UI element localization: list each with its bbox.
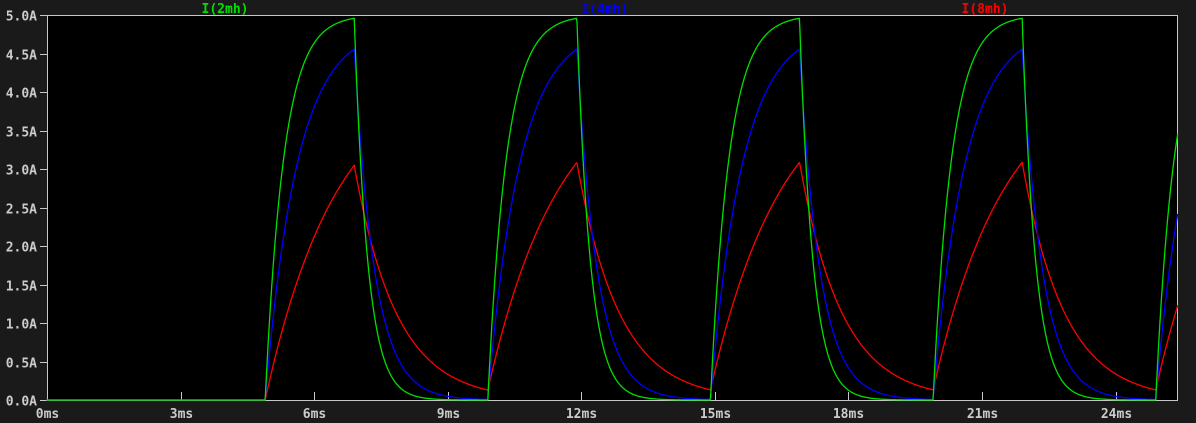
y-tick-label: 3.5A (6, 126, 37, 141)
x-tick-label: 3ms (170, 407, 193, 422)
waveform-traces[interactable] (46, 17, 1179, 401)
x-tick-label: 15ms (700, 407, 731, 422)
y-tick-label: 0.0A (6, 395, 37, 410)
y-tick-label: 2.0A (6, 241, 37, 256)
y-tick-label: 0.5A (6, 357, 37, 372)
trace-i2mh[interactable] (46, 17, 1179, 401)
x-tick-label: 21ms (967, 407, 998, 422)
x-tick-label: 24ms (1101, 407, 1132, 422)
plot-inner-background (47, 15, 1178, 400)
x-tick-label: 12ms (566, 407, 597, 422)
x-tick-label: 9ms (437, 407, 460, 422)
y-axis: 0.0A 0.5A 1.0A 1.5A 2.0A 2.5A 3.0A 3.5A 4.0A 4.5A… (6, 10, 47, 410)
x-tick-label: 0ms (36, 407, 59, 422)
y-tick-label: 4.5A (6, 49, 37, 64)
y-tick-label: 1.5A (6, 280, 37, 295)
x-tick-label: 6ms (303, 407, 326, 422)
legend-label-1[interactable]: I(4mh) (582, 2, 629, 17)
y-tick-label: 2.5A (6, 203, 37, 218)
y-tick-label: 3.0A (6, 164, 37, 179)
legend[interactable]: I(2mh) I(4mh) I(8mh) (202, 2, 1009, 17)
y-tick-label: 5.0A (6, 10, 37, 25)
legend-label-0[interactable]: I(2mh) (202, 2, 249, 17)
y-tick-label: 4.0A (6, 87, 37, 102)
x-axis: 0ms 3ms 6ms 9ms 12ms 15ms 18ms 21ms 24ms (36, 392, 1132, 422)
y-tick-label: 1.0A (6, 318, 37, 333)
x-tick-label: 18ms (833, 407, 864, 422)
legend-label-2[interactable]: I(8mh) (962, 2, 1009, 17)
